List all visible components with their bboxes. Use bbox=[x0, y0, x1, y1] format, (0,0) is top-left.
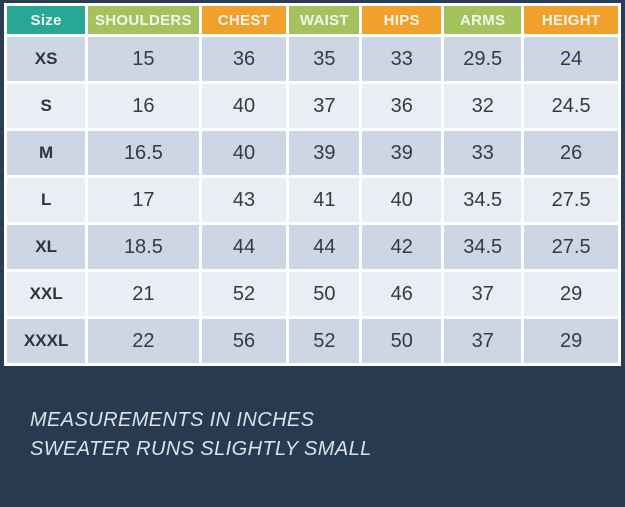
size-chart-table: Size SHOULDERS CHEST WAIST HIPS ARMS HEI… bbox=[4, 3, 621, 366]
column-header-height: HEIGHT bbox=[524, 6, 618, 34]
arms-value: 37 bbox=[444, 319, 522, 363]
shoulders-value: 21 bbox=[88, 272, 199, 316]
height-value: 24 bbox=[524, 37, 618, 81]
hips-value: 36 bbox=[362, 84, 442, 128]
chest-value: 40 bbox=[201, 84, 287, 128]
size-label: XS bbox=[7, 37, 86, 81]
table-row-s: S 16 40 37 36 32 24.5 bbox=[7, 84, 618, 128]
hips-value: 39 bbox=[362, 131, 442, 175]
fit-note: SWEATER RUNS SLIGHTLY SMALL bbox=[30, 438, 372, 460]
size-label: XL bbox=[7, 225, 86, 269]
table-row-xs: XS 15 36 35 33 29.5 24 bbox=[7, 37, 618, 81]
size-label: S bbox=[7, 84, 86, 128]
hips-value: 42 bbox=[362, 225, 442, 269]
size-label: XXXL bbox=[7, 319, 86, 363]
column-header-hips: HIPS bbox=[362, 6, 442, 34]
hips-value: 33 bbox=[362, 37, 442, 81]
table-row-l: L 17 43 41 40 34.5 27.5 bbox=[7, 178, 618, 222]
chest-value: 56 bbox=[201, 319, 287, 363]
height-value: 29 bbox=[524, 319, 618, 363]
waist-value: 41 bbox=[289, 178, 360, 222]
arms-value: 37 bbox=[444, 272, 522, 316]
height-value: 24.5 bbox=[524, 84, 618, 128]
chest-value: 43 bbox=[201, 178, 287, 222]
shoulders-value: 16 bbox=[88, 84, 199, 128]
size-label: L bbox=[7, 178, 86, 222]
height-value: 27.5 bbox=[524, 225, 618, 269]
size-label: M bbox=[7, 131, 86, 175]
arms-value: 33 bbox=[444, 131, 522, 175]
table-row-xxxl: XXXL 22 56 52 50 37 29 bbox=[7, 319, 618, 363]
chest-value: 40 bbox=[201, 131, 287, 175]
column-header-size: Size bbox=[7, 6, 86, 34]
chest-value: 52 bbox=[201, 272, 287, 316]
waist-value: 37 bbox=[289, 84, 360, 128]
height-value: 27.5 bbox=[524, 178, 618, 222]
arms-value: 34.5 bbox=[444, 178, 522, 222]
waist-value: 52 bbox=[289, 319, 360, 363]
size-chart-table-container: Size SHOULDERS CHEST WAIST HIPS ARMS HEI… bbox=[4, 3, 621, 366]
waist-value: 44 bbox=[289, 225, 360, 269]
arms-value: 32 bbox=[444, 84, 522, 128]
chest-value: 36 bbox=[201, 37, 287, 81]
table-row-xxl: XXL 21 52 50 46 37 29 bbox=[7, 272, 618, 316]
footer-note: MEASUREMENTS IN INCHES SWEATER RUNS SLIG… bbox=[0, 366, 625, 507]
table-row-xl: XL 18.5 44 44 42 34.5 27.5 bbox=[7, 225, 618, 269]
height-value: 26 bbox=[524, 131, 618, 175]
column-header-arms: ARMS bbox=[444, 6, 522, 34]
header-row: Size SHOULDERS CHEST WAIST HIPS ARMS HEI… bbox=[7, 6, 618, 34]
waist-value: 39 bbox=[289, 131, 360, 175]
waist-value: 50 bbox=[289, 272, 360, 316]
table-row-m: M 16.5 40 39 39 33 26 bbox=[7, 131, 618, 175]
waist-value: 35 bbox=[289, 37, 360, 81]
shoulders-value: 15 bbox=[88, 37, 199, 81]
hips-value: 50 bbox=[362, 319, 442, 363]
shoulders-value: 16.5 bbox=[88, 131, 199, 175]
column-header-chest: CHEST bbox=[201, 6, 287, 34]
shoulders-value: 22 bbox=[88, 319, 199, 363]
height-value: 29 bbox=[524, 272, 618, 316]
hips-value: 46 bbox=[362, 272, 442, 316]
shoulders-value: 18.5 bbox=[88, 225, 199, 269]
chest-value: 44 bbox=[201, 225, 287, 269]
arms-value: 34.5 bbox=[444, 225, 522, 269]
measurements-note: MEASUREMENTS IN INCHES bbox=[30, 409, 315, 431]
column-header-waist: WAIST bbox=[289, 6, 360, 34]
shoulders-value: 17 bbox=[88, 178, 199, 222]
size-label: XXL bbox=[7, 272, 86, 316]
hips-value: 40 bbox=[362, 178, 442, 222]
arms-value: 29.5 bbox=[444, 37, 522, 81]
column-header-shoulders: SHOULDERS bbox=[88, 6, 199, 34]
